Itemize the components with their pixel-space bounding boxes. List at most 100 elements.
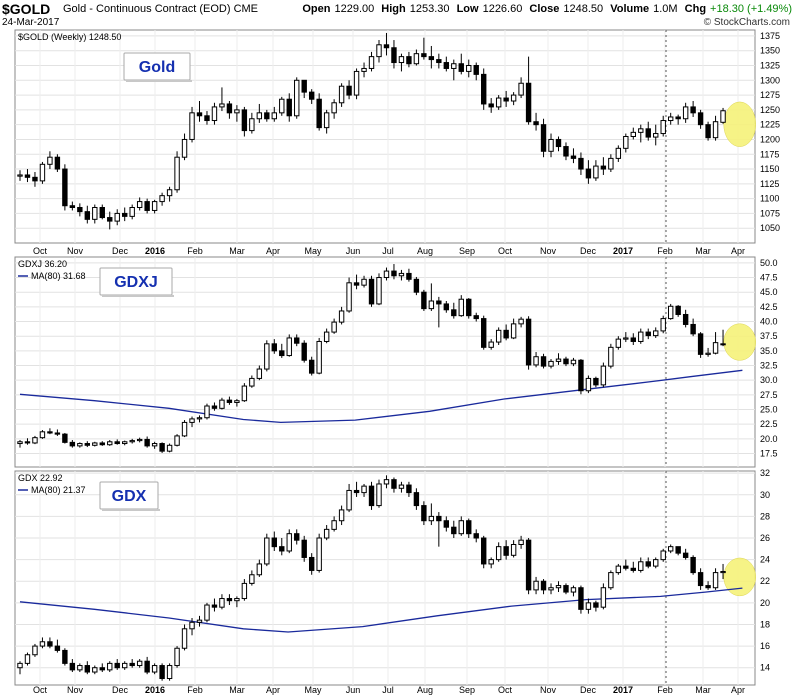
candle (503, 90, 509, 107)
candle-body (24, 174, 31, 178)
candle (249, 375, 255, 388)
candle-body (338, 85, 345, 104)
candle (645, 557, 651, 569)
candle-body (578, 587, 584, 610)
close-label: Close (529, 3, 560, 15)
candle (286, 529, 292, 554)
candle (705, 581, 711, 590)
candle-body (77, 665, 83, 671)
candle-body (443, 520, 450, 528)
y-tick-label: 1075 (760, 208, 780, 218)
candle-body (466, 65, 472, 72)
candle-body (653, 330, 659, 337)
candle-body (39, 163, 46, 182)
candle-body (533, 580, 539, 591)
candle (219, 397, 225, 410)
candle (451, 520, 457, 539)
tag-label: GDX (112, 488, 147, 505)
candle (510, 92, 517, 106)
candle (129, 438, 135, 444)
candle (114, 209, 120, 226)
candle-body (503, 97, 509, 102)
y-tick-label: 16 (760, 641, 770, 651)
volume-label: Volume (610, 3, 650, 15)
candle-body (331, 102, 337, 114)
candle (234, 105, 240, 122)
candle (114, 439, 120, 445)
candle-body (383, 479, 390, 485)
candle (406, 51, 412, 68)
y-tick-label: 40.0 (760, 317, 778, 327)
y-tick-label: 45.0 (760, 287, 778, 297)
candle-body (249, 118, 255, 132)
candle (638, 557, 644, 573)
candle-body (428, 56, 435, 61)
candle-body (406, 272, 412, 280)
candle-body (17, 441, 23, 445)
candle-body (271, 537, 277, 548)
exchange-text: CME (233, 3, 259, 15)
candle-body (705, 352, 711, 355)
candle-body (24, 654, 31, 664)
candle (466, 298, 472, 319)
candle-body (323, 528, 330, 539)
candle (518, 535, 524, 549)
candle (391, 40, 397, 69)
x-tick-label: Oct (498, 685, 513, 695)
candle-body (174, 647, 180, 667)
candle-body (264, 343, 270, 370)
candle-body (196, 619, 203, 623)
moving-average-line (19, 587, 743, 633)
candle-body (645, 561, 651, 567)
candle-body (413, 492, 420, 507)
candle (211, 402, 218, 411)
candle-body (181, 421, 188, 437)
candle-body (391, 270, 397, 277)
candle (249, 112, 255, 134)
candle (271, 106, 277, 122)
candle (196, 415, 203, 423)
candle-body (301, 342, 307, 361)
quote-bar: Open 1229.00 High 1253.30 Low 1226.60 Close… (298, 3, 792, 15)
candle (264, 533, 270, 567)
candle-body (151, 665, 158, 673)
x-tick-label: Apr (731, 685, 745, 695)
candle-body (219, 103, 225, 108)
candle (226, 594, 233, 606)
candle-body (653, 559, 659, 567)
candle-body (99, 667, 105, 671)
x-tick-label: Jun (346, 246, 361, 256)
candle-body (428, 515, 435, 522)
candle (428, 283, 435, 311)
candle (451, 59, 457, 81)
candle-body (368, 56, 375, 69)
candle-body (189, 621, 195, 630)
candle-body (578, 157, 584, 170)
candle (144, 198, 150, 214)
candle-body (608, 346, 614, 367)
candle-body (436, 300, 442, 305)
candle (54, 429, 61, 436)
candle-body (308, 556, 315, 571)
candle-body (346, 282, 352, 312)
candle (473, 312, 479, 322)
candle (593, 600, 599, 612)
candle (264, 340, 270, 372)
candle (308, 553, 315, 575)
candle-body (705, 585, 711, 589)
candle-body (436, 59, 442, 64)
candle (413, 49, 420, 66)
y-tick-label: 1050 (760, 223, 780, 233)
candle (600, 362, 607, 388)
candle-body (301, 79, 307, 93)
candle (540, 118, 547, 158)
tag-shadow (102, 509, 160, 511)
y-tick-label: 30.0 (760, 375, 778, 385)
candle (107, 440, 113, 446)
y-tick-label: 26 (760, 533, 770, 543)
chart-header: $GOLD Gold - Continuous Contract (EOD) C… (0, 0, 800, 30)
candle (181, 133, 188, 161)
x-tick-label: Nov (67, 246, 84, 256)
candle-body (690, 106, 696, 114)
candle-body (421, 291, 427, 310)
